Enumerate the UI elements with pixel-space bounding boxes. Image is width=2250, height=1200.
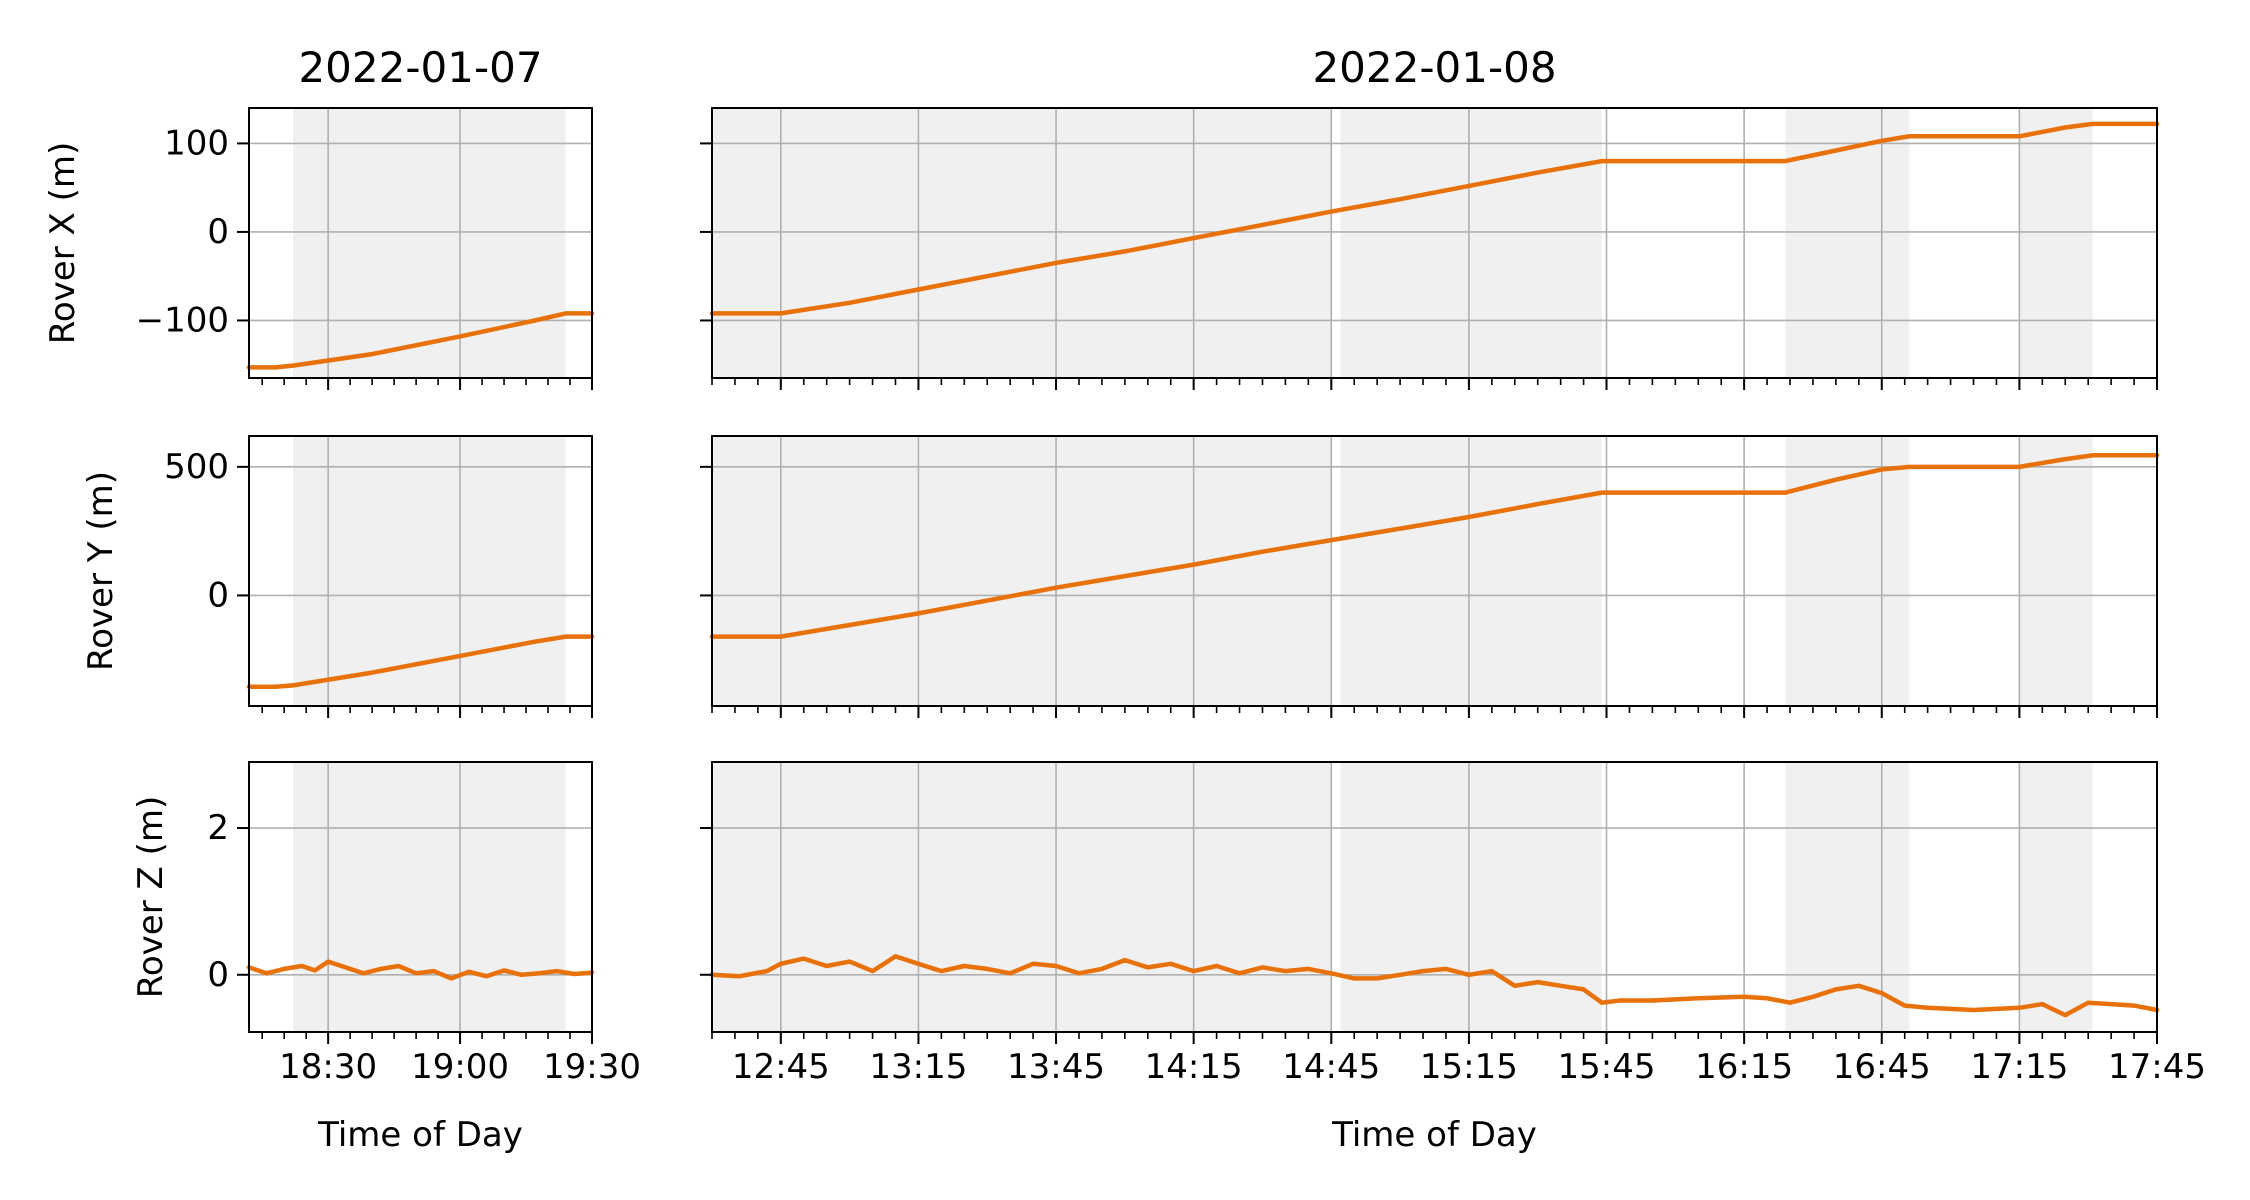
y-tick-label: 2 — [207, 808, 229, 848]
axes-frame — [711, 107, 2158, 379]
axes-frame — [248, 107, 593, 379]
series-line-rover-y--m--left — [246, 634, 595, 689]
shaded-interval — [292, 108, 566, 378]
shaded-interval — [2019, 762, 2093, 1032]
axes-frame — [248, 761, 593, 1033]
panel-row3-right: 12:45 13:15 13:45 14:15 14:45 15:15 15:45 16:15… — [700, 761, 2206, 1155]
panel-row3-left: 2 0 Rover Z (m) 18:30 19:00 19:30 Time of Day — [131, 761, 641, 1155]
x-tick-label: 12:45 — [732, 1047, 830, 1087]
panel-row1-right: 2022-01-08 — [700, 43, 2160, 390]
shaded-interval — [712, 762, 1332, 1032]
x-tick-label: 15:45 — [1558, 1047, 1656, 1087]
panel-row2-right — [700, 435, 2160, 718]
shaded-interval — [2019, 108, 2093, 378]
x-tick-label: 19:00 — [411, 1047, 509, 1087]
shaded-interval — [1785, 436, 1910, 706]
panel-row2-left: 500 0 Rover Y (m) — [81, 435, 595, 718]
series-line-rover-z--m--right — [709, 954, 2160, 1018]
x-axis-title-left: Time of Day — [317, 1115, 523, 1155]
x-tick-label: 16:45 — [1833, 1047, 1931, 1087]
axes-frame — [711, 761, 2158, 1033]
panel-row1-left: 100 0 −100 Rover X (m) 2022-01-07 — [43, 43, 595, 390]
shaded-interval — [292, 436, 566, 706]
x-tick-label: 17:15 — [1970, 1047, 2068, 1087]
y-tick-label: 0 — [207, 212, 229, 252]
x-tick-label: 13:15 — [869, 1047, 967, 1087]
shaded-interval — [292, 762, 566, 1032]
y-tick-label: −100 — [136, 300, 229, 340]
shaded-interval — [1340, 436, 1602, 706]
shaded-interval — [1340, 108, 1602, 378]
axes-frame — [248, 435, 593, 707]
axes-frame — [711, 435, 2158, 707]
shaded-interval — [712, 436, 1332, 706]
series-line-rover-x--m--left — [246, 311, 595, 370]
x-tick-label: 15:15 — [1420, 1047, 1518, 1087]
panel-title-left: 2022-01-07 — [298, 43, 542, 92]
y-tick-label: 0 — [207, 575, 229, 615]
y-tick-label: 100 — [164, 123, 229, 163]
series-line-rover-x--m--right — [709, 121, 2160, 316]
x-tick-label: 19:30 — [543, 1047, 641, 1087]
x-axis-title-right: Time of Day — [1331, 1115, 1537, 1155]
series-line-rover-z--m--left — [246, 959, 595, 981]
y-axis-title: Rover Z (m) — [131, 796, 171, 998]
y-axis-title: Rover X (m) — [43, 142, 83, 344]
x-tick-label: 16:15 — [1695, 1047, 1793, 1087]
y-axis-title: Rover Y (m) — [81, 471, 121, 671]
panel-title-right: 2022-01-08 — [1312, 43, 1556, 92]
shaded-interval — [712, 108, 1332, 378]
x-tick-label: 14:15 — [1145, 1047, 1243, 1087]
shaded-interval — [1785, 108, 1910, 378]
y-tick-label: 500 — [164, 447, 229, 487]
x-tick-label: 18:30 — [279, 1047, 377, 1087]
x-tick-label: 14:45 — [1282, 1047, 1380, 1087]
x-tick-label: 17:45 — [2108, 1047, 2206, 1087]
shaded-interval — [1340, 762, 1602, 1032]
y-tick-label: 0 — [207, 955, 229, 995]
x-tick-label: 13:45 — [1007, 1047, 1105, 1087]
shaded-interval — [1785, 762, 1910, 1032]
shaded-interval — [2019, 436, 2093, 706]
series-line-rover-y--m--right — [709, 453, 2160, 639]
